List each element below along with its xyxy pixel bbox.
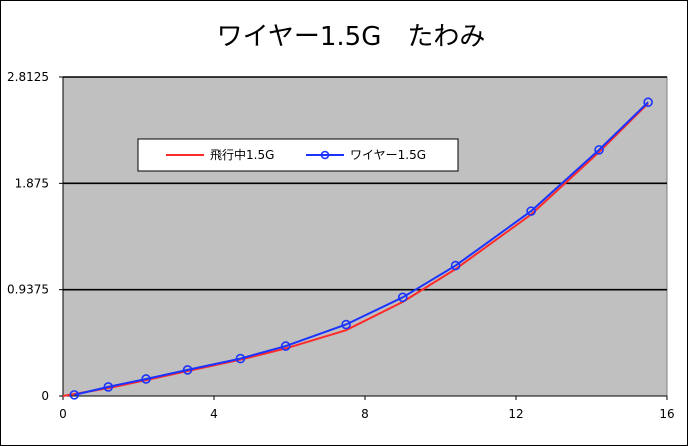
x-tick-label-1: 4 bbox=[210, 407, 218, 421]
series-1-point-9 bbox=[526, 206, 536, 216]
plot-area bbox=[62, 76, 668, 397]
series-layer bbox=[62, 97, 653, 400]
x-tick-label-0: 0 bbox=[59, 407, 67, 421]
series-line-0 bbox=[62, 102, 649, 397]
x-tick-label-3: 12 bbox=[508, 407, 523, 421]
y-tick-label-3: 2.8125 bbox=[7, 70, 49, 84]
series-1-point-6 bbox=[341, 319, 351, 330]
series-1-point-8 bbox=[450, 260, 461, 271]
x-tick-label-2: 8 bbox=[361, 407, 369, 421]
legend-label-1: ワイヤー1.5G bbox=[350, 148, 426, 162]
y-tick-label-1: 0.9375 bbox=[7, 283, 49, 297]
series-1-point-3 bbox=[182, 365, 193, 375]
series-1-point-2 bbox=[141, 374, 151, 384]
series-1-point-1 bbox=[103, 382, 114, 392]
legend: 飛行中1.5G ワイヤー1.5G bbox=[137, 138, 459, 172]
legend-label-0: 飛行中1.5G bbox=[210, 147, 274, 162]
series-1-point-10 bbox=[594, 145, 604, 155]
legend-marker-1 bbox=[320, 150, 330, 160]
series-1-point-11 bbox=[643, 97, 653, 108]
series-1-point-5 bbox=[280, 341, 291, 351]
series-1-point-4 bbox=[235, 353, 246, 364]
y-tick-label-2: 1.875 bbox=[15, 176, 49, 190]
series-1 bbox=[69, 97, 653, 400]
series-1-point-7 bbox=[397, 292, 408, 303]
chart-title: ワイヤー1.5G たわみ bbox=[217, 22, 486, 52]
series-line-1 bbox=[74, 101, 649, 396]
series-0 bbox=[62, 102, 649, 397]
axes: 0 0.9375 1.875 2.8125 0 4 8 12 16 bbox=[7, 70, 675, 421]
series-1-point-0 bbox=[69, 390, 80, 400]
y-tick-label-0: 0 bbox=[41, 389, 49, 403]
x-tick-label-4: 16 bbox=[659, 407, 674, 421]
